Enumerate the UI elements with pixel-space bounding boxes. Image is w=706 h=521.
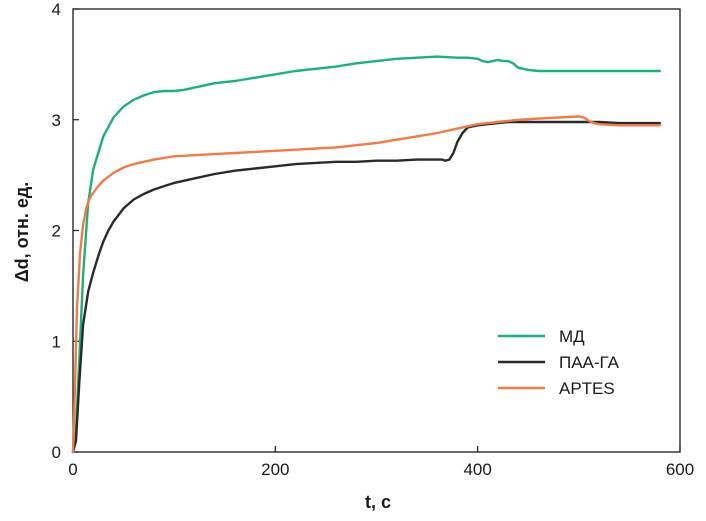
x-axis-title: t, c bbox=[365, 492, 391, 512]
legend-label-0: МД bbox=[559, 327, 585, 346]
y-tick-label: 3 bbox=[52, 111, 61, 130]
legend: МД ПАА-ГА APTES bbox=[498, 327, 620, 398]
y-tick-label: 2 bbox=[52, 222, 61, 241]
series-line-2 bbox=[71, 115, 661, 454]
y-tick-label: 4 bbox=[52, 0, 61, 19]
series-line-0 bbox=[71, 55, 661, 454]
x-tick-label: 200 bbox=[261, 460, 289, 479]
y-axis-title: Δd, отн. ед. bbox=[12, 182, 32, 283]
series-line-1 bbox=[71, 120, 661, 454]
series-lines bbox=[71, 55, 661, 454]
y-tick-label: 0 bbox=[52, 443, 61, 462]
legend-label-2: APTES bbox=[559, 379, 615, 398]
x-tick-label: 600 bbox=[666, 460, 694, 479]
x-tick-label: 0 bbox=[68, 460, 77, 479]
y-tick-label: 1 bbox=[52, 332, 61, 351]
legend-label-1: ПАА-ГА bbox=[559, 353, 620, 372]
x-tick-label: 400 bbox=[463, 460, 491, 479]
